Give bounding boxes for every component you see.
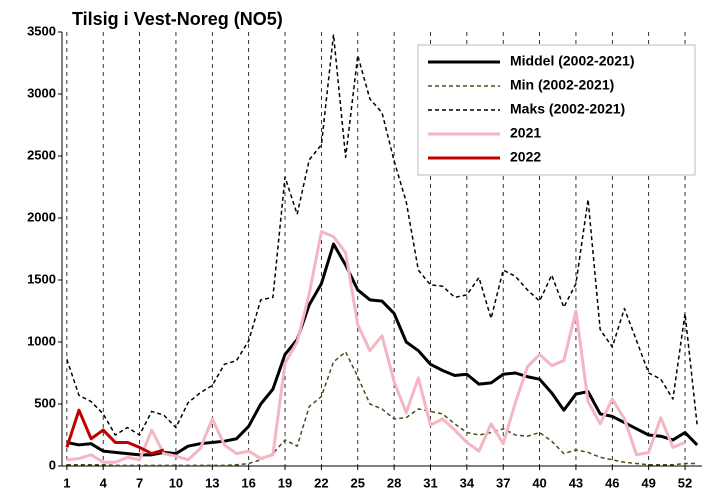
- y-tick-label: 3000: [27, 85, 56, 100]
- x-tick-label: 49: [641, 475, 655, 490]
- series-line: [66, 242, 699, 457]
- x-tick-label: 19: [278, 475, 292, 490]
- x-tick-label: 52: [678, 475, 692, 490]
- x-tick-label: 37: [496, 475, 510, 490]
- legend-label: Middel (2002-2021): [510, 53, 635, 69]
- x-tick-label: 31: [423, 475, 437, 490]
- legend-label: Maks (2002-2021): [510, 101, 625, 117]
- x-tick-label: 46: [605, 475, 619, 490]
- series-line: [65, 408, 165, 456]
- x-tick-label: 13: [205, 475, 219, 490]
- legend-label: Min (2002-2021): [510, 77, 614, 93]
- x-tick-label: 28: [387, 475, 401, 490]
- x-tick-label: 1: [63, 475, 70, 490]
- x-tick-label: 7: [136, 475, 143, 490]
- x-tick-label: 22: [314, 475, 328, 490]
- x-tick-label: 10: [169, 475, 183, 490]
- y-tick-label: 500: [34, 395, 56, 410]
- legend-label: 2022: [510, 149, 541, 165]
- x-tick-label: 34: [460, 475, 475, 490]
- chart-title: Tilsig i Vest-Noreg (NO5): [72, 9, 283, 29]
- y-tick-label: 0: [49, 457, 56, 472]
- y-tick-label: 2000: [27, 209, 56, 224]
- series-line: [66, 230, 686, 464]
- x-tick-label: 4: [100, 475, 108, 490]
- y-tick-label: 3500: [27, 23, 56, 38]
- x-tick-label: 43: [569, 475, 583, 490]
- x-tick-label: 16: [241, 475, 255, 490]
- series-line: [66, 351, 698, 467]
- legend-label: 2021: [510, 125, 541, 141]
- x-tick-label: 25: [351, 475, 365, 490]
- y-tick-label: 1000: [27, 333, 56, 348]
- y-tick-label: 2500: [27, 147, 56, 162]
- x-tick-label: 40: [532, 475, 546, 490]
- y-tick-label: 1500: [27, 271, 56, 286]
